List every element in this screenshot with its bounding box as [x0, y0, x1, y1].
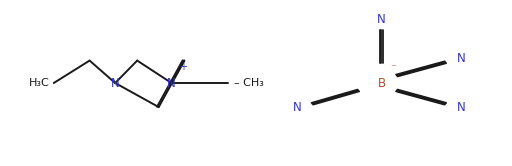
Text: N: N [292, 101, 302, 114]
Text: N: N [377, 13, 386, 26]
Text: N: N [456, 52, 465, 65]
Text: N: N [111, 77, 120, 89]
Text: B: B [377, 77, 386, 89]
Text: +: + [179, 62, 187, 72]
Text: – CH₃: – CH₃ [234, 78, 264, 88]
Text: ⁻: ⁻ [390, 63, 396, 73]
Text: N: N [167, 77, 176, 89]
Text: N: N [456, 101, 465, 114]
Text: H₃C: H₃C [29, 78, 50, 88]
